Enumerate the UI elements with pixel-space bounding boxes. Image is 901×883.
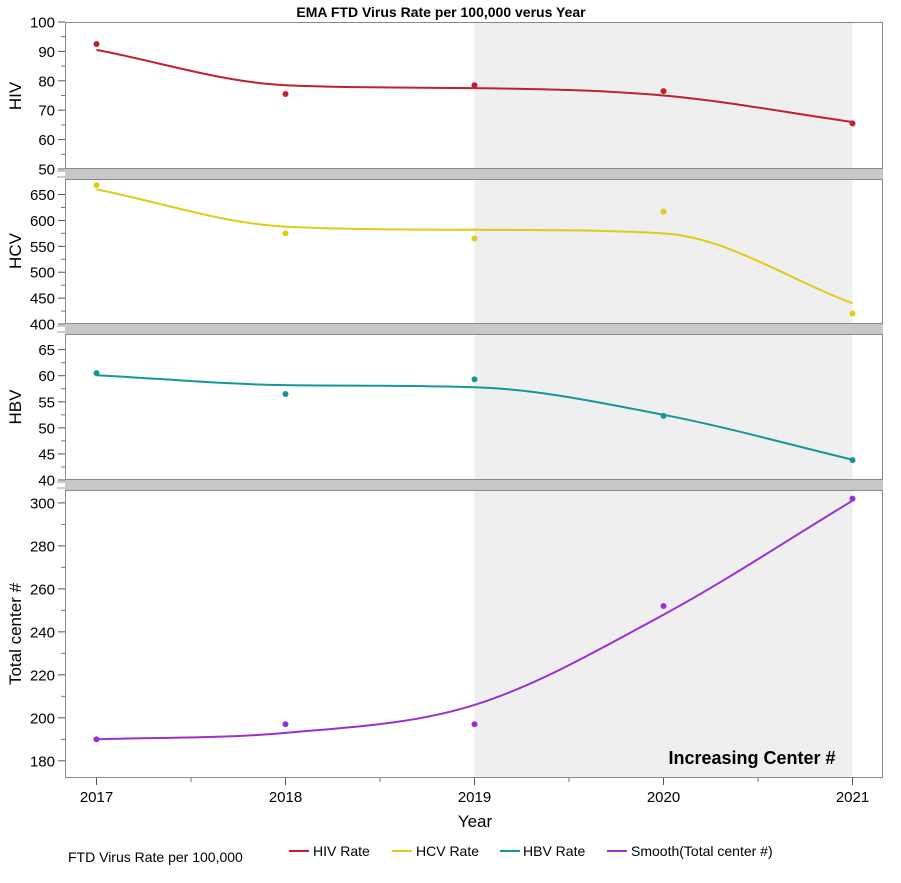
y-tick-label: 65 [38, 342, 55, 359]
data-point-hcv [849, 310, 856, 317]
panel-frame-total-center [65, 490, 883, 778]
series-line-hcv [96, 188, 853, 305]
x-tick-label: 2017 [80, 789, 113, 806]
panel-separator [65, 169, 883, 179]
legend-label-total-center: Smooth(Total center #) [631, 843, 773, 859]
shaded-region-hcv [474, 179, 853, 324]
legend: FTD Virus Rate per 100,000 HIV Rate HCV … [68, 843, 773, 865]
x-tick-label: 2020 [647, 789, 680, 806]
panel-frame-hcv [65, 179, 883, 324]
chart-title: EMA FTD Virus Rate per 100,000 verus Yea… [296, 4, 586, 20]
y-tick-label: 300 [30, 495, 55, 512]
legend-title: FTD Virus Rate per 100,000 [68, 849, 243, 865]
panel-frame-hiv [65, 22, 883, 169]
data-point-hiv [660, 88, 667, 95]
data-point-hiv [282, 91, 289, 98]
y-tick-label: 400 [30, 317, 55, 334]
data-point-hbv [849, 457, 856, 464]
y-tick-label: 50 [38, 162, 55, 179]
y-tick-label: 200 [30, 710, 55, 727]
y-tick-label: 100 [30, 15, 55, 32]
data-point-total-center [471, 721, 478, 728]
data-point-hbv [93, 370, 100, 377]
y-tick-label: 60 [38, 132, 55, 149]
data-point-total-center [849, 495, 856, 502]
shaded-region-hbv [474, 334, 853, 480]
y-tick-label: 40 [38, 473, 55, 490]
data-point-total-center [282, 721, 289, 728]
x-axis-label: Year [458, 812, 493, 831]
y-tick-label: 500 [30, 265, 55, 282]
data-point-hiv [471, 82, 478, 89]
y-tick-label: 80 [38, 73, 55, 90]
y-axis-label-total-center: Total center # [6, 582, 25, 685]
x-tick-label: 2019 [458, 789, 491, 806]
y-tick-label: 260 [30, 581, 55, 598]
data-point-hbv [282, 390, 289, 397]
legend-label-hiv: HIV Rate [313, 843, 370, 859]
data-point-hbv [660, 412, 667, 419]
data-point-hiv [93, 41, 100, 48]
panel-frame-hbv [65, 334, 883, 480]
y-tick-label: 90 [38, 44, 55, 61]
data-point-hcv [93, 182, 100, 189]
y-axis-label-hcv: HCV [6, 232, 25, 269]
data-point-hcv [282, 230, 289, 237]
panel-separator [65, 480, 883, 490]
y-tick-label: 55 [38, 394, 55, 411]
y-tick-label: 550 [30, 239, 55, 256]
y-tick-label: 60 [38, 368, 55, 385]
data-point-hiv [849, 120, 856, 127]
y-tick-label: 50 [38, 420, 55, 437]
x-tick-label: 2021 [836, 789, 869, 806]
data-point-hcv [660, 208, 667, 215]
data-point-hbv [471, 376, 478, 383]
y-tick-label: 180 [30, 753, 55, 770]
y-tick-label: 70 [38, 103, 55, 120]
y-tick-label: 220 [30, 667, 55, 684]
y-axis-label-hiv: HIV [6, 81, 25, 110]
series-line-total-center [96, 499, 854, 741]
y-tick-label: 650 [30, 187, 55, 204]
y-tick-label: 280 [30, 538, 55, 555]
data-point-hcv [471, 235, 478, 242]
data-point-total-center [660, 603, 667, 610]
data-point-total-center [93, 736, 100, 743]
y-tick-label: 600 [30, 213, 55, 230]
legend-label-hcv: HCV Rate [416, 843, 479, 859]
y-axis-label-hbv: HBV [6, 389, 25, 425]
y-tick-label: 450 [30, 291, 55, 308]
legend-label-hbv: HBV Rate [523, 843, 585, 859]
y-tick-label: 240 [30, 624, 55, 641]
shaded-region-total-center [474, 490, 853, 778]
x-tick-label: 2018 [269, 789, 302, 806]
panel-separator [65, 324, 883, 334]
y-tick-label: 45 [38, 446, 55, 463]
annotation: Increasing Center # [668, 748, 835, 768]
series-line-hbv [96, 374, 853, 461]
